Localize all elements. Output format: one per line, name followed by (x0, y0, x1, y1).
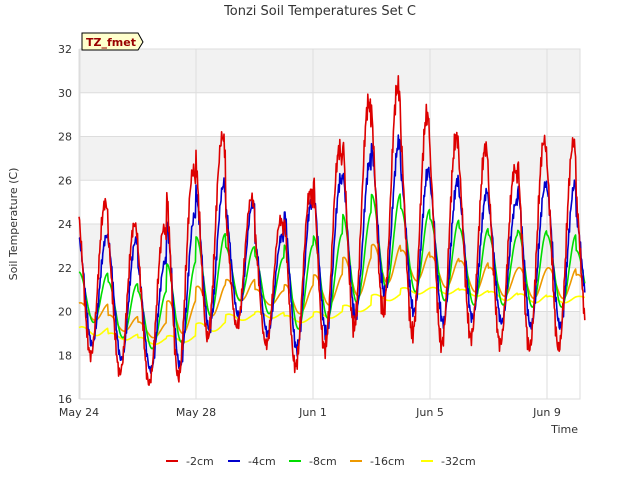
x-tick-label: Jun 1 (298, 406, 327, 419)
x-axis-label: Time (550, 423, 578, 436)
y-tick-label: 28 (58, 131, 72, 144)
y-tick-label: 30 (58, 87, 72, 100)
legend-item: -32cm (421, 455, 476, 468)
legend-item: -16cm (350, 455, 405, 468)
site-badge-shape (81, 32, 144, 51)
series-line-minus-4cm (78, 134, 586, 375)
legend-label: -4cm (248, 455, 276, 468)
y-tick-label: 16 (58, 393, 72, 406)
plot-band (80, 180, 580, 224)
legend-label: -16cm (370, 455, 405, 468)
plot-band (80, 136, 580, 181)
x-tick-label: May 24 (59, 406, 99, 419)
y-tick-label: 24 (58, 218, 72, 231)
x-axis-ticks: May 24 May 28 Jun 1 Jun 5 Jun 9 (59, 406, 561, 419)
legend-label: -32cm (441, 455, 476, 468)
legend-label: -8cm (309, 455, 337, 468)
series-line-minus-2cm (78, 75, 586, 386)
plot-band (80, 224, 580, 268)
legend-item: -4cm (228, 455, 276, 468)
legend-item: -8cm (289, 455, 337, 468)
plot-band (80, 355, 580, 399)
site-badge: TZ_fmet (81, 32, 144, 51)
chart-title: Tonzi Soil Temperatures Set C (223, 4, 416, 19)
y-axis-ticks: 16 18 20 22 24 26 28 30 32 (58, 43, 72, 406)
y-tick-label: 32 (58, 43, 72, 56)
y-tick-label: 20 (58, 306, 72, 319)
x-tick-label: Jun 5 (415, 406, 444, 419)
y-tick-label: 26 (58, 174, 72, 187)
x-tick-label: May 28 (176, 406, 216, 419)
plot-band (80, 92, 580, 137)
plot-band (80, 49, 580, 93)
y-tick-label: 22 (58, 262, 72, 275)
legend-item: -2cm (166, 455, 214, 468)
legend: -2cm -4cm -8cm -16cm -32cm (166, 455, 476, 468)
y-tick-label: 18 (58, 349, 72, 362)
series-lines (78, 75, 586, 386)
legend-label: -2cm (186, 455, 214, 468)
y-axis-label: Soil Temperature (C) (7, 168, 20, 281)
series-line-minus-8cm (78, 193, 586, 350)
site-badge-label: TZ_fmet (86, 36, 136, 49)
x-tick-label: Jun 9 (532, 406, 561, 419)
